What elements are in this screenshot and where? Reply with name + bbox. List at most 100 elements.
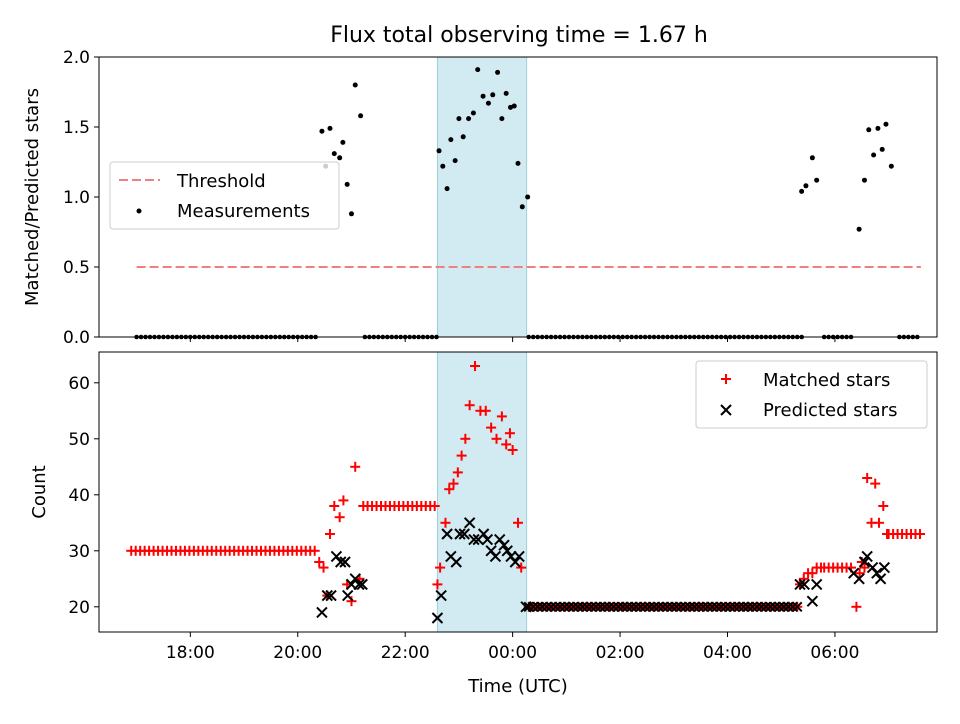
count-panel-ylabel: Count	[29, 465, 50, 518]
matched-star-point	[309, 545, 320, 556]
predicted-star-point	[608, 601, 619, 613]
predicted-star-point	[657, 601, 669, 613]
predicted-star-point	[724, 601, 736, 613]
predicted-star-point	[468, 533, 480, 546]
predicted-star-point	[595, 601, 606, 613]
predicted-star-point	[662, 601, 673, 613]
matched-star-point	[501, 439, 512, 450]
matched-star-point	[491, 433, 502, 444]
measurement-point	[803, 183, 809, 189]
predicted-star-point	[630, 601, 642, 613]
y-tick-label: 0.5	[63, 258, 90, 278]
x-axis-label: Time (UTC)	[467, 676, 568, 697]
measurement-point	[875, 125, 881, 131]
measurement-point	[809, 155, 815, 161]
matched-star-point	[329, 501, 340, 511]
predicted-star-point	[698, 601, 709, 613]
predicted-star-point	[501, 545, 513, 557]
predicted-star-point	[477, 528, 490, 540]
predicted-star-point	[581, 601, 593, 613]
predicted-star-point	[680, 601, 691, 613]
matched-star-point	[318, 562, 329, 573]
legend-measurements-label: Measurements	[177, 201, 310, 222]
predicted-star-point	[810, 578, 823, 591]
predicted-star-point	[689, 601, 700, 613]
predicted-star-point	[635, 601, 646, 613]
measurement-point	[495, 69, 501, 75]
predicted-star-point	[626, 601, 637, 613]
measurement-point	[499, 116, 505, 122]
predicted-star-point	[599, 601, 611, 613]
predicted-star-point	[545, 601, 557, 613]
legend-predicted-label: Predicted stars	[763, 400, 897, 421]
measurement-point	[440, 163, 446, 169]
x-tick-label: 20:00	[273, 643, 322, 663]
matched-star-point	[486, 422, 497, 433]
measurement-point	[475, 67, 481, 73]
predicted-star-point	[648, 601, 660, 613]
x-tick-label: 18:00	[166, 643, 215, 663]
matched-star-point	[350, 461, 361, 472]
matched-star-point	[496, 411, 507, 422]
matched-star-point	[334, 512, 345, 523]
y-tick-label: 1.0	[63, 188, 90, 208]
measurement-point	[436, 148, 442, 154]
measurement-point	[866, 127, 872, 133]
predicted-star-point	[541, 601, 552, 613]
predicted-star-point	[733, 601, 745, 613]
predicted-star-point	[747, 601, 758, 613]
predicted-star-point	[675, 601, 687, 613]
predicted-star-point	[520, 601, 532, 613]
matched-star-point	[448, 478, 459, 489]
y-tick-label: 40	[68, 486, 90, 506]
measurement-point	[879, 146, 885, 152]
predicted-star-point	[559, 601, 570, 613]
measurement-point	[448, 137, 454, 143]
y-tick-label: 50	[68, 430, 90, 450]
matched-star-point	[452, 467, 463, 478]
predicted-star-point	[671, 601, 682, 613]
matched-star-point	[878, 501, 889, 511]
matched-star-point	[480, 405, 491, 416]
matched-star-point	[882, 529, 893, 539]
predicted-star-point	[435, 589, 447, 602]
measurement-point	[444, 186, 450, 192]
predicted-star-point	[878, 561, 891, 574]
x-tick-label: 04:00	[703, 643, 752, 663]
matched-star-point	[464, 400, 475, 411]
predicted-star-point	[711, 601, 722, 613]
measurement-point	[327, 125, 333, 131]
matched-star-point	[507, 445, 518, 455]
predicted-star-point	[563, 601, 575, 613]
y-tick-label: 60	[68, 374, 90, 394]
predicted-star-point	[639, 601, 651, 613]
measurement-point	[507, 104, 513, 110]
predicted-star-point	[871, 567, 883, 579]
predicted-star-point	[738, 601, 749, 613]
predicted-star-point	[604, 601, 615, 613]
y-tick-label: 20	[68, 598, 90, 618]
predicted-star-point	[874, 573, 887, 585]
measurement-point	[348, 211, 354, 217]
predicted-star-point	[509, 556, 522, 568]
matched-star-point	[873, 517, 884, 528]
predicted-star-point	[621, 601, 633, 613]
count-legend-box	[695, 360, 928, 429]
ratio-panel-ylabel: Matched/Predicted stars	[22, 88, 43, 306]
y-tick-label: 0.0	[63, 328, 90, 348]
measurement-point	[511, 103, 517, 109]
matched-star-point	[444, 484, 455, 495]
predicted-star-point	[756, 601, 767, 613]
matched-star-point	[854, 568, 865, 579]
predicted-star-point	[858, 556, 871, 568]
ratio-panel: 0.00.51.01.52.0 Matched/Predicted stars …	[22, 48, 938, 348]
matched-star-point	[851, 601, 862, 612]
predicted-star-point	[554, 601, 566, 613]
measurement-point	[883, 121, 889, 127]
measurement-point	[452, 158, 458, 164]
predicted-star-point	[702, 601, 713, 613]
measurement-point	[888, 163, 894, 169]
matched-star-point	[435, 562, 446, 573]
predicted-star-point	[568, 601, 579, 613]
predicted-star-point	[684, 601, 696, 613]
